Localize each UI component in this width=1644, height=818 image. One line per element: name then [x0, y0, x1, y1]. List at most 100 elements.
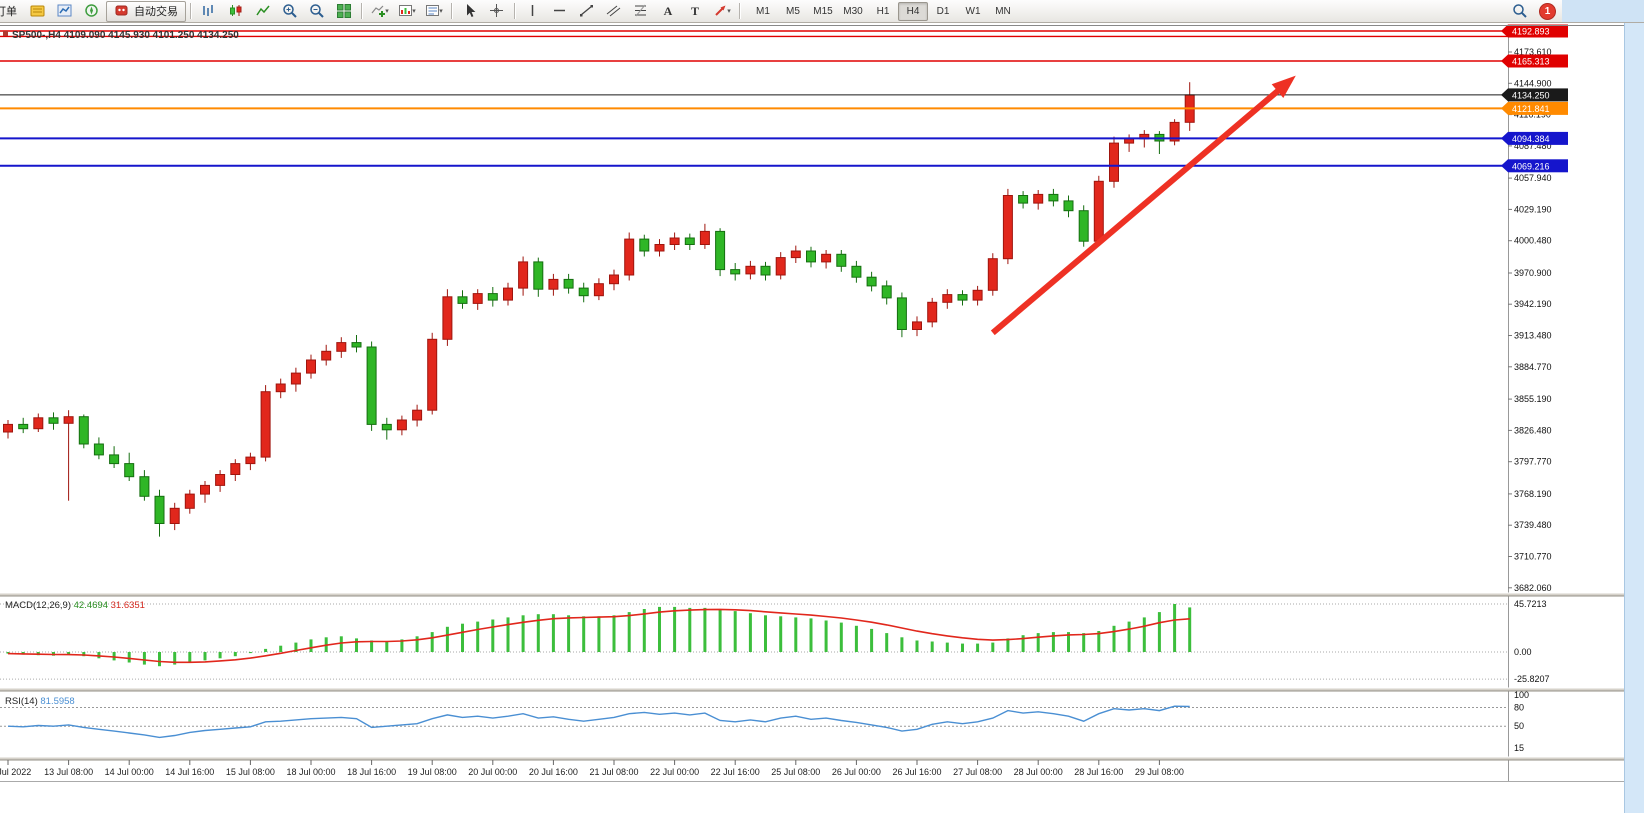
candlestick-chart-icon[interactable]: [223, 1, 249, 22]
line-chart-icon[interactable]: [250, 1, 276, 22]
time-scale[interactable]: 12 Jul 2022 13 Jul 08:00 14 Jul 00:00 14 Ju…: [0, 760, 1184, 777]
timeframe-m1[interactable]: M1: [756, 5, 770, 17]
arrows-tool-icon[interactable]: ▾: [709, 1, 735, 22]
price-line-labels: 4192.893 4165.313 4134.250 4121.841 4094.384…: [1501, 24, 1568, 173]
indicators-icon[interactable]: ▾: [367, 1, 393, 22]
timeframe-h1[interactable]: H1: [876, 5, 890, 17]
zoom-out-icon[interactable]: [304, 1, 330, 22]
zoom-in-icon[interactable]: [277, 1, 303, 22]
timeframe-mn[interactable]: MN: [995, 5, 1011, 17]
channel-icon[interactable]: [601, 1, 627, 22]
svg-text:4094.384: 4094.384: [1512, 134, 1550, 144]
svg-text:15 Jul 08:00: 15 Jul 08:00: [226, 767, 275, 777]
svg-text:20 Jul 00:00: 20 Jul 00:00: [468, 767, 517, 777]
svg-text:4173.610: 4173.610: [1514, 47, 1552, 57]
text-tool-button[interactable]: A: [663, 3, 673, 18]
svg-text:3942.190: 3942.190: [1514, 299, 1552, 309]
timeframe-group: M1 M5 M15 M30 H1 H4 D1 W1 MN: [748, 1, 1018, 21]
svg-text:50: 50: [1514, 721, 1524, 731]
timeframe-w1[interactable]: W1: [965, 5, 981, 17]
search-icon[interactable]: [1507, 1, 1533, 22]
svg-text:4057.940: 4057.940: [1514, 173, 1552, 183]
svg-text:4134.250: 4134.250: [1512, 90, 1550, 100]
svg-text:4087.480: 4087.480: [1514, 141, 1552, 151]
svg-text:SP500-,H4 4109.090 4145.930 41: SP500-,H4 4109.090 4145.930 4101.250 413…: [12, 30, 239, 41]
svg-text:4144.900: 4144.900: [1514, 78, 1552, 88]
svg-text:3682.060: 3682.060: [1514, 583, 1552, 593]
navigator-icon[interactable]: [79, 1, 105, 22]
toolbar: 订单 自动交易 ▾ ▾ ▾ A T ▾ M1 M5 M15 M30 H1 H4 D1 W1 MN 1: [0, 0, 1644, 23]
svg-text:12 Jul 2022: 12 Jul 2022: [0, 767, 31, 777]
svg-text:22 Jul 16:00: 22 Jul 16:00: [711, 767, 760, 777]
chevron-down-icon: ▾: [385, 8, 389, 15]
vertical-scrollbar[interactable]: [1624, 23, 1644, 813]
toolbar-separator: [739, 3, 741, 19]
svg-text:22 Jul 00:00: 22 Jul 00:00: [650, 767, 699, 777]
svg-text:18 Jul 16:00: 18 Jul 16:00: [347, 767, 396, 777]
timeframe-m5[interactable]: M5: [786, 5, 800, 17]
svg-text:45.7213: 45.7213: [1514, 599, 1547, 609]
chart-window: SP500-,H4 4109.090 4145.930 4101.250 413…: [0, 23, 1624, 813]
toolbar-separator: [451, 3, 453, 19]
vertical-line-icon[interactable]: [520, 1, 546, 22]
macd-pane: 45.7213 0.00 -25.8207 MACD(12,26,9) 42.4694…: [0, 599, 1550, 684]
panel-splitter[interactable]: [0, 756, 1624, 761]
svg-text:3884.770: 3884.770: [1514, 362, 1552, 372]
svg-text:3797.770: 3797.770: [1514, 457, 1552, 467]
svg-text:0.00: 0.00: [1514, 647, 1532, 657]
cursor-icon[interactable]: [457, 1, 483, 22]
svg-text:13 Jul 08:00: 13 Jul 08:00: [44, 767, 93, 777]
svg-text:4121.841: 4121.841: [1512, 104, 1550, 114]
new-chart-icon[interactable]: ▾: [394, 1, 420, 22]
svg-text:26 Jul 00:00: 26 Jul 00:00: [832, 767, 881, 777]
toolbar-separator: [190, 3, 192, 19]
timeframe-h4[interactable]: H4: [898, 1, 928, 21]
label-tool-button[interactable]: T: [690, 3, 699, 18]
timeframe-m30[interactable]: M30: [843, 5, 863, 17]
autotrading-label: 自动交易: [134, 6, 178, 18]
chart-background: [0, 23, 1624, 813]
autotrading-button[interactable]: 自动交易: [106, 0, 186, 22]
chevron-down-icon: ▾: [412, 8, 416, 15]
notification-badge[interactable]: 1: [1539, 2, 1556, 20]
timeframe-d1[interactable]: D1: [936, 5, 950, 17]
chevron-down-icon: ▾: [727, 8, 731, 15]
candles: [3, 82, 1195, 537]
svg-text:-25.8207: -25.8207: [1514, 674, 1550, 684]
svg-text:28 Jul 16:00: 28 Jul 16:00: [1074, 767, 1123, 777]
timeframe-m15[interactable]: M15: [813, 5, 833, 17]
crosshair-icon[interactable]: [484, 1, 510, 22]
svg-text:3739.480: 3739.480: [1514, 520, 1552, 530]
toolbar-separator: [361, 3, 363, 19]
svg-text:3913.480: 3913.480: [1514, 331, 1552, 341]
market-watch-icon[interactable]: [52, 1, 78, 22]
chevron-down-icon: ▾: [439, 8, 443, 15]
chart-canvas[interactable]: SP500-,H4 4109.090 4145.930 4101.250 413…: [0, 23, 1624, 813]
panel-splitter[interactable]: [0, 592, 1624, 597]
rsi-pane: 100 80 50 15 RSI(14) 81.5958: [0, 690, 1529, 753]
fibonacci-icon[interactable]: [628, 1, 654, 22]
svg-text:4069.216: 4069.216: [1512, 161, 1550, 171]
rsi-label: RSI(14) 81.5958: [5, 696, 75, 707]
templates-icon[interactable]: ▾: [421, 1, 447, 22]
svg-text:29 Jul 08:00: 29 Jul 08:00: [1135, 767, 1184, 777]
trendline-icon[interactable]: [574, 1, 600, 22]
trend-arrow[interactable]: [990, 75, 1296, 336]
toolbar-right-panel: [1562, 0, 1644, 22]
tile-windows-icon[interactable]: [331, 1, 357, 22]
svg-text:3855.190: 3855.190: [1514, 394, 1552, 404]
panel-splitter[interactable]: [0, 687, 1624, 692]
svg-text:27 Jul 08:00: 27 Jul 08:00: [953, 767, 1002, 777]
chart-ohlc-title: SP500-,H4 4109.090 4145.930 4101.250 413…: [3, 30, 239, 41]
bar-chart-icon[interactable]: [196, 1, 222, 22]
new-order-icon[interactable]: [25, 1, 51, 22]
svg-text:19 Jul 08:00: 19 Jul 08:00: [408, 767, 457, 777]
symbol-marker-icon: [3, 31, 8, 36]
svg-text:3710.770: 3710.770: [1514, 552, 1552, 562]
macd-label: MACD(12,26,9) 42.4694 31.6351: [5, 600, 145, 611]
svg-text:26 Jul 16:00: 26 Jul 16:00: [892, 767, 941, 777]
horizontal-line-icon[interactable]: [547, 1, 573, 22]
toolbar-separator: [514, 3, 516, 19]
orders-tab[interactable]: 订单: [0, 6, 17, 18]
svg-text:100: 100: [1514, 690, 1529, 700]
